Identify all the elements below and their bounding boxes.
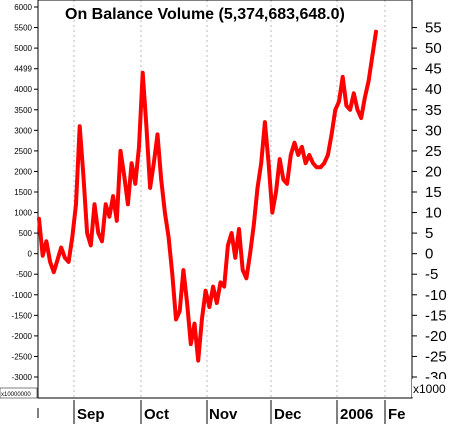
right-tick-label: 30 bbox=[425, 122, 442, 139]
right-tick-label: 50 bbox=[425, 40, 442, 57]
right-tick-label: 25 bbox=[425, 143, 442, 160]
left-tick-label: 5500 bbox=[14, 24, 32, 33]
left-tick-label: 3000 bbox=[14, 126, 32, 135]
grid-lines bbox=[73, 0, 386, 398]
month-tick-label: Sep bbox=[77, 406, 105, 423]
right-tick-label: 35 bbox=[425, 102, 442, 119]
left-axis: 6000550050004499400035003000250020001500… bbox=[12, 3, 38, 382]
left-tick-label: -2000 bbox=[12, 332, 33, 341]
right-tick-label: 45 bbox=[425, 61, 442, 78]
right-tick-label: 5 bbox=[425, 225, 433, 242]
left-tick-label: 0 bbox=[28, 250, 33, 259]
unit-label-bg bbox=[412, 379, 449, 397]
left-tick-label: 5000 bbox=[14, 44, 32, 53]
month-tick-label: Nov bbox=[209, 406, 238, 423]
right-tick-label: -15 bbox=[425, 307, 447, 324]
left-tick-label: 4499 bbox=[14, 65, 32, 74]
month-tick-label: Oct bbox=[144, 406, 169, 423]
month-tick-label: Fe bbox=[388, 406, 406, 423]
left-tick-label: 1000 bbox=[14, 209, 32, 218]
plot-frame bbox=[37, 0, 413, 399]
right-tick-label: 15 bbox=[425, 184, 442, 201]
right-axis-unit: x1000 bbox=[413, 382, 446, 396]
bottom-left-box bbox=[0, 387, 38, 399]
left-tick-label: 500 bbox=[19, 229, 33, 238]
month-tick-label: Dec bbox=[274, 406, 302, 423]
right-tick-label: 10 bbox=[425, 205, 442, 222]
right-tick-label: -5 bbox=[425, 266, 438, 283]
right-tick-label: 20 bbox=[425, 163, 442, 180]
right-tick-label: -25 bbox=[425, 348, 447, 365]
left-tick-label: 3500 bbox=[14, 106, 32, 115]
left-tick-label: 4000 bbox=[14, 85, 32, 94]
month-tick-label: 2006 bbox=[340, 406, 373, 423]
right-tick-label: -20 bbox=[425, 328, 447, 345]
right-tick-label: -10 bbox=[425, 287, 447, 304]
bottom-left-label: x10000000 bbox=[1, 392, 31, 398]
chart-title: On Balance Volume (5,374,683,648.0) bbox=[65, 6, 345, 23]
left-tick-label: 2000 bbox=[14, 167, 32, 176]
left-tick-label: -1500 bbox=[12, 311, 33, 320]
right-tick-label: 0 bbox=[425, 246, 433, 263]
left-tick-label: -1000 bbox=[12, 291, 33, 300]
x-axis: Sep Oct Nov Dec 2006 Fe bbox=[37, 400, 406, 424]
obv-series-line bbox=[37, 29, 378, 363]
left-tick-label: -500 bbox=[16, 270, 33, 279]
right-tick-label: 55 bbox=[425, 20, 442, 37]
left-tick-label: 1500 bbox=[14, 188, 32, 197]
left-tick-label: -3000 bbox=[12, 373, 33, 382]
left-tick-label: 6000 bbox=[14, 3, 32, 12]
right-tick-label: 40 bbox=[425, 81, 442, 98]
left-tick-label: 2500 bbox=[14, 147, 32, 156]
left-tick-label: -2500 bbox=[12, 352, 33, 361]
